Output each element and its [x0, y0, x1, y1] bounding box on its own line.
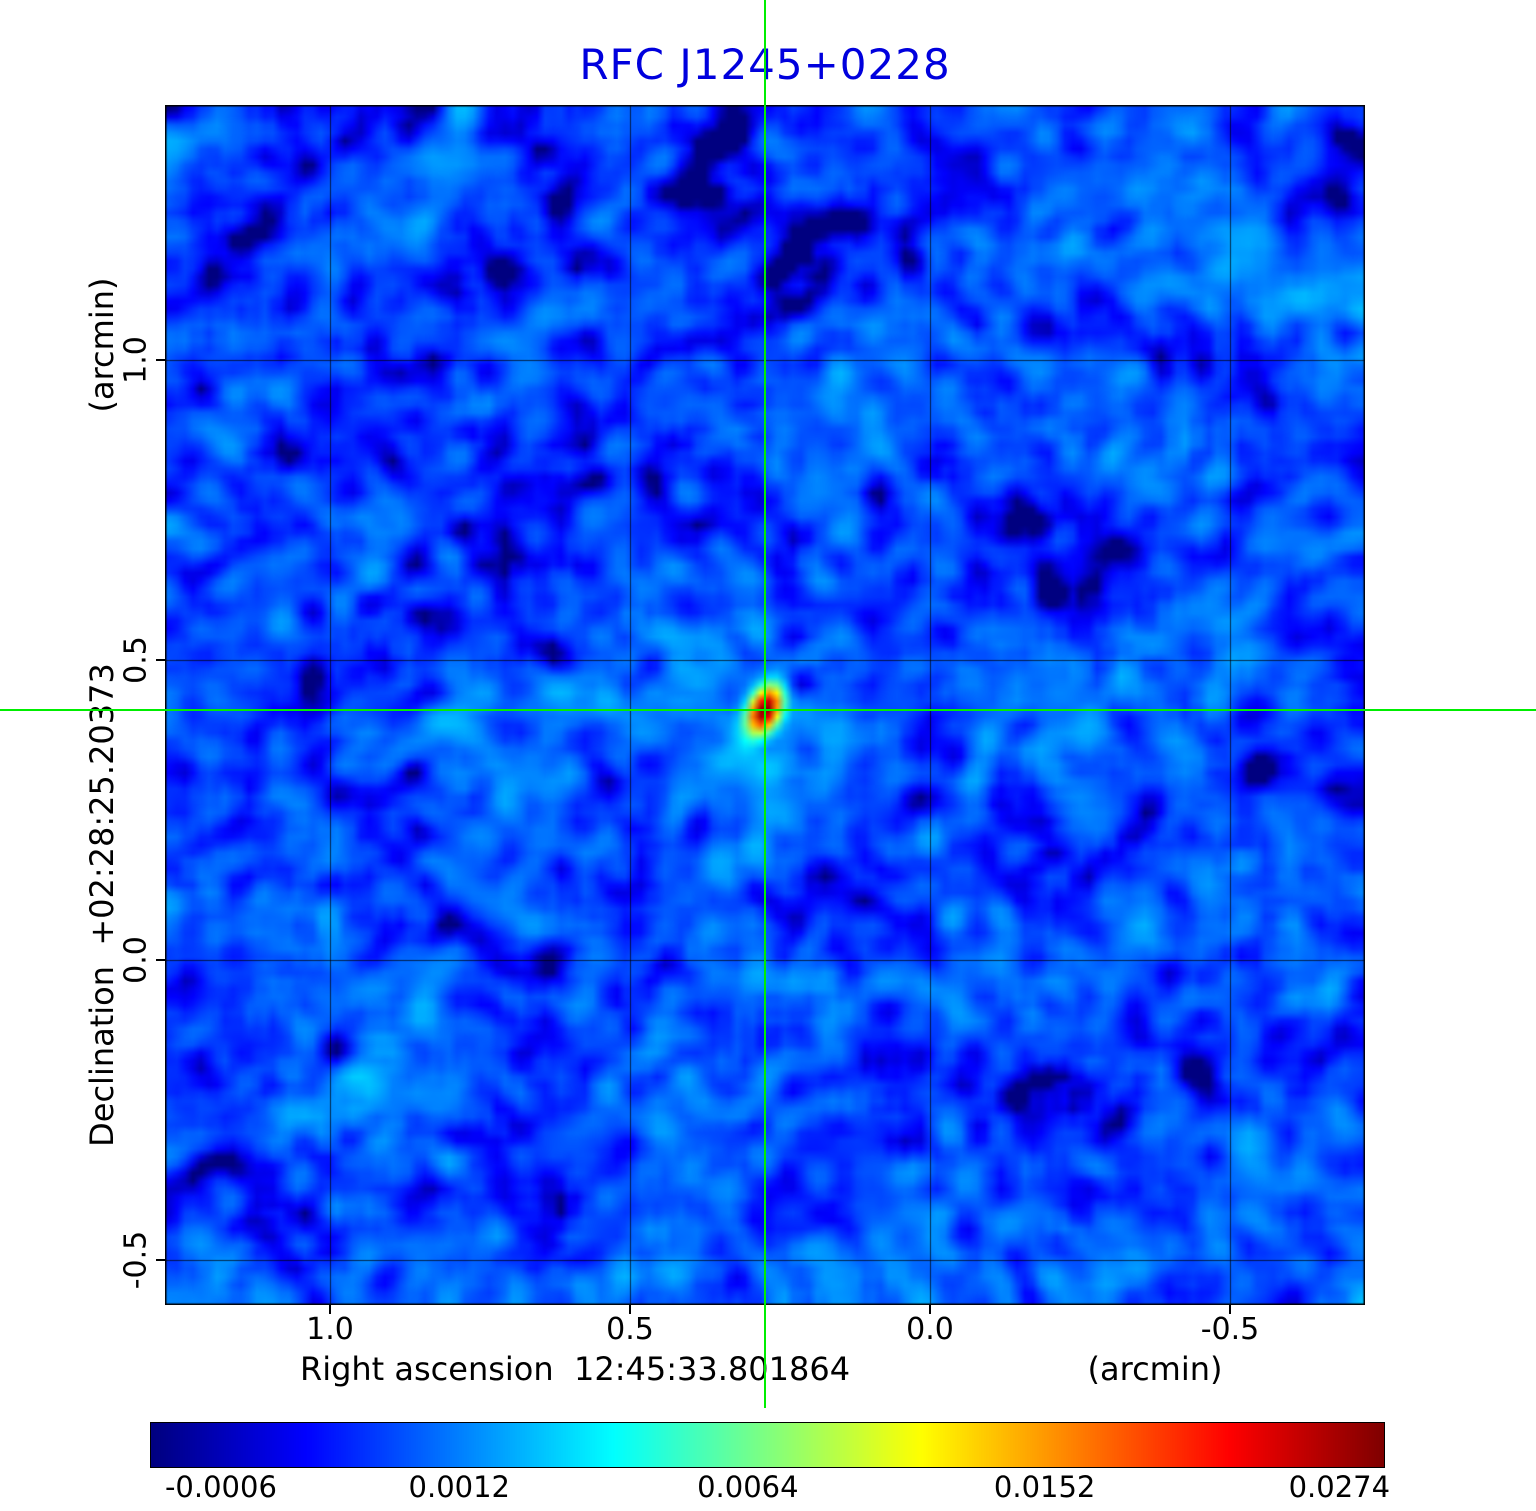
colorbar-tick-label: 0.0152 — [993, 1470, 1096, 1504]
crosshair-horizontal-line — [0, 708, 1536, 711]
x-tick-label: 0.0 — [906, 1312, 954, 1347]
y-tick-label: 1.0 — [118, 336, 154, 384]
x-axis-unit-label: (arcmin) — [1087, 1350, 1223, 1388]
x-axis-tick-mark — [929, 1305, 931, 1314]
y-tick-label: -0.5 — [118, 1230, 154, 1290]
y-tick-label: 0.5 — [118, 636, 154, 684]
x-tick-label: -0.5 — [1200, 1312, 1260, 1347]
colorbar-tick-label: 0.0064 — [697, 1470, 799, 1504]
x-tick-label: 0.5 — [606, 1312, 654, 1347]
y-tick-label: 0.0 — [118, 936, 154, 984]
x-axis-tick-mark — [329, 1305, 331, 1314]
y-axis-tick-mark — [156, 959, 165, 961]
crosshair-vertical-line — [764, 0, 766, 1408]
colorbar — [150, 1422, 1385, 1468]
y-axis-tick-mark — [156, 1259, 165, 1261]
y-axis-label: Declination +02:28:25.20373 — [83, 663, 121, 1147]
x-tick-label: 1.0 — [306, 1312, 354, 1347]
y-axis-tick-mark — [156, 359, 165, 361]
colorbar-tick-label: -0.0006 — [164, 1470, 277, 1504]
y-axis-tick-mark — [156, 659, 165, 661]
x-axis-tick-mark — [1229, 1305, 1231, 1314]
x-axis-label: Right ascension 12:45:33.801864 — [299, 1350, 851, 1388]
colorbar-tick-label: 0.0012 — [408, 1470, 511, 1504]
colorbar-tick-label: 0.0274 — [1288, 1470, 1391, 1504]
x-axis-tick-mark — [629, 1305, 631, 1314]
y-axis-unit-label: (arcmin) — [83, 277, 121, 413]
